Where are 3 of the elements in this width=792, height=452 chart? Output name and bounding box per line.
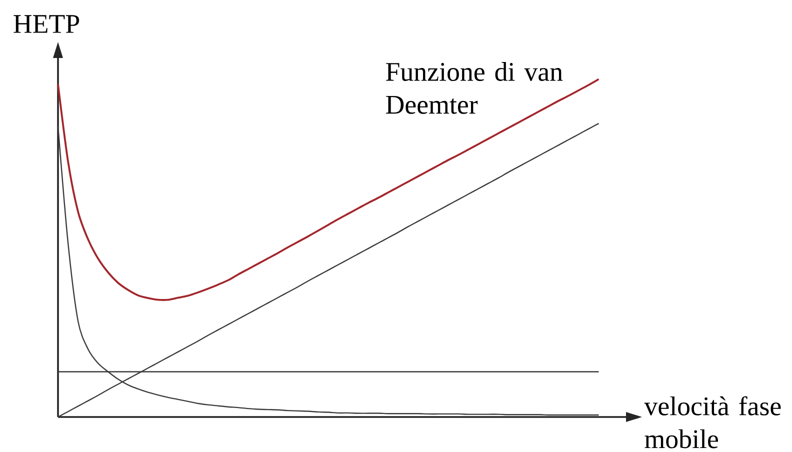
- x-axis-title: velocità fase mobile: [644, 396, 781, 448]
- series-label: Funzione di van Deemter: [386, 62, 563, 114]
- y-axis-title: HETP: [14, 15, 80, 33]
